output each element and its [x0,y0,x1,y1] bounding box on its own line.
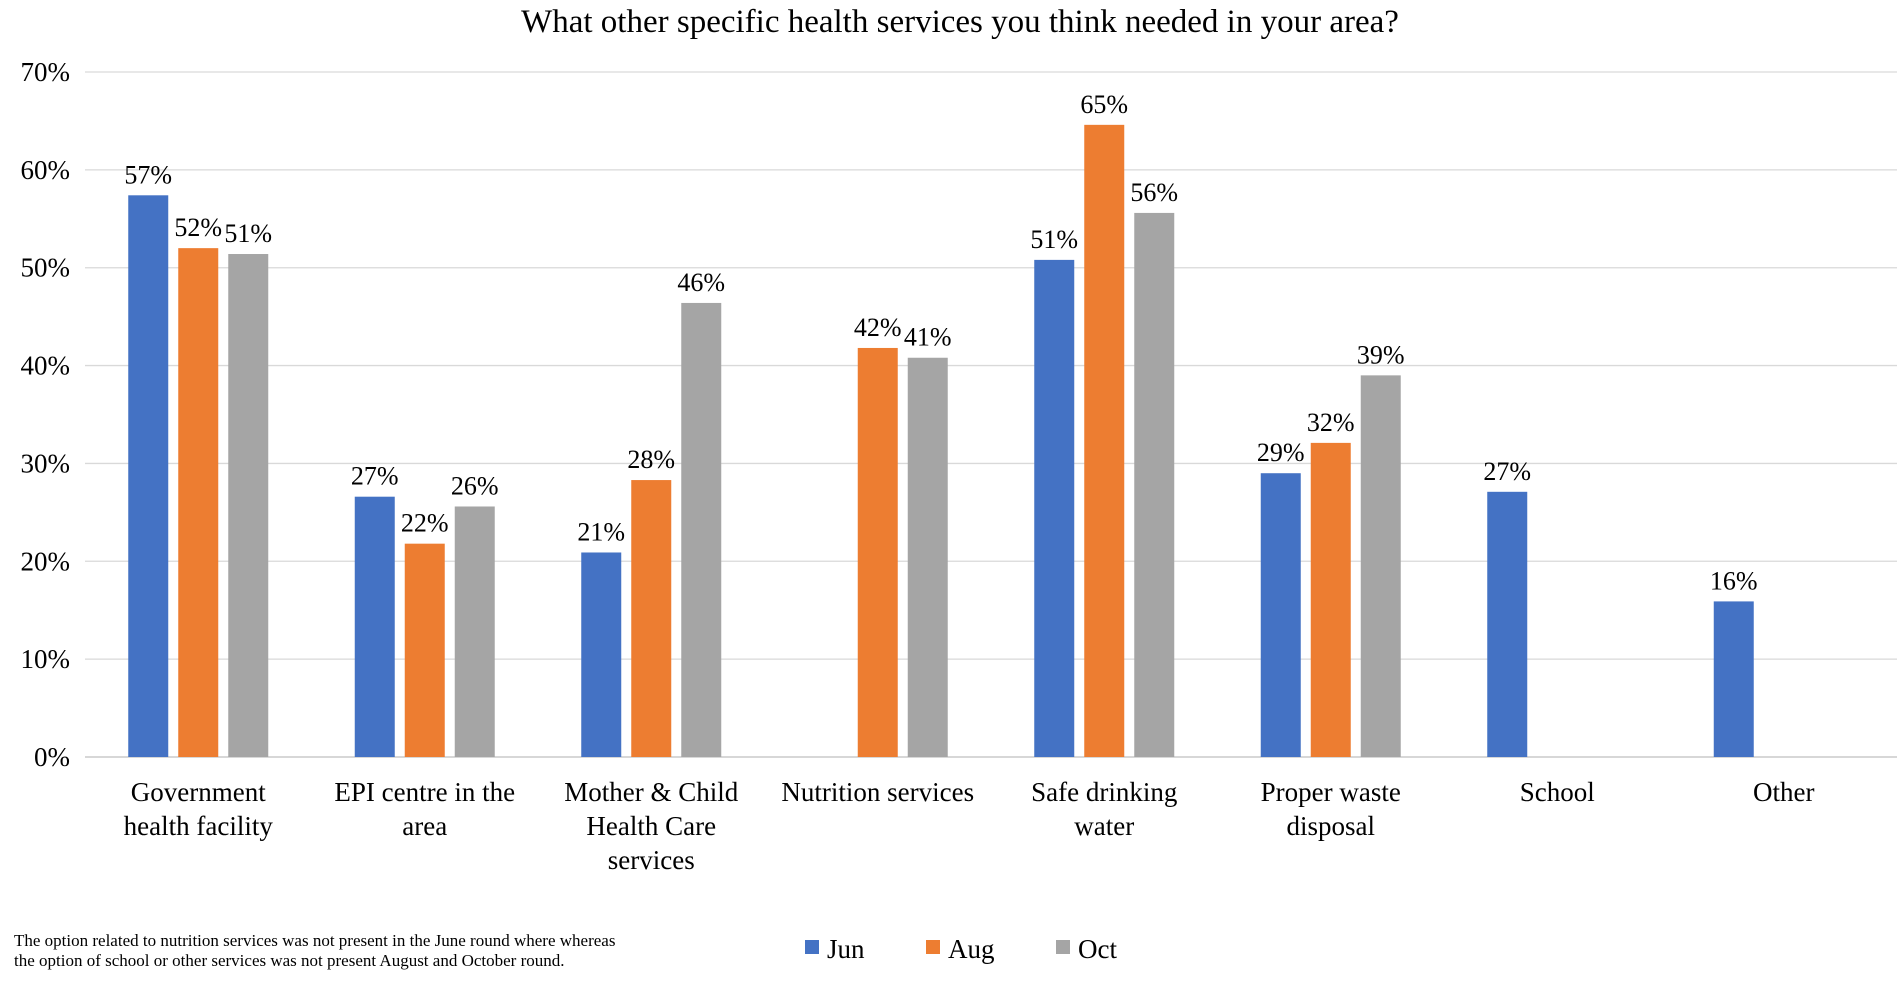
x-tick-label-line: School [1520,777,1595,807]
bar [681,302,722,757]
x-tick-label: Proper waste disposal [1261,777,1401,841]
data-label: 39% [1357,340,1405,369]
footnote-line-2: the option of school or other services w… [14,951,565,970]
bar [128,195,169,758]
bar [1034,259,1075,757]
data-labels: 57%52% 51%27%22%26%21%28%46%42% 41%51%65%5… [124,90,1757,596]
x-tick-label-line: Other [1753,777,1814,807]
x-axis: Government health facility EPI centre in t… [124,777,1815,875]
y-tick-label: 10% [21,644,71,674]
data-label: 41% [904,323,952,352]
x-tick-label-line: EPI centre in the [334,777,515,807]
x-tick-label: Other [1753,777,1814,807]
bar [354,496,395,757]
x-tick-label-line: services [608,845,695,875]
data-label: 16% [1710,566,1758,595]
data-label: 57% [124,160,172,189]
data-label: 27% [1483,457,1531,486]
data-label: 29% [1257,438,1305,467]
bar [1310,442,1351,757]
bars [128,124,1754,758]
legend-swatch [926,940,940,954]
bar [454,506,495,757]
x-tick-label: School [1520,777,1595,807]
data-label: 28% [627,445,675,474]
data-label: 52% [174,213,222,242]
bar [631,480,672,757]
data-label: 32% [1307,408,1355,437]
chart-title: What other specific health services you … [521,4,1399,40]
data-label: 51% [224,219,272,248]
y-tick-label: 20% [21,546,71,576]
bar [1134,212,1175,757]
data-label: 42% [854,313,902,342]
footnote: The option related to nutrition services… [14,931,774,971]
x-tick-label-line: Health Care [586,811,716,841]
x-tick-label: Government health facility [124,777,274,841]
bar [1084,124,1125,758]
bar [581,552,622,757]
legend: Jun Aug Oct [805,934,1117,964]
data-label: 56% [1130,178,1178,207]
legend-swatch [1056,940,1070,954]
data-label: 21% [577,517,625,546]
legend-label: Aug [948,934,995,964]
footnote-line-1: The option related to nutrition services… [14,931,616,950]
bar [228,254,269,757]
x-tick-label-line: health facility [124,811,274,841]
x-tick-label: Safe drinking water [1031,777,1177,841]
x-tick-label-line: Safe drinking [1031,777,1177,807]
x-tick-label-line: Proper waste [1261,777,1401,807]
bar [1260,473,1301,757]
y-axis: 0% 10% 20% 30% 40% 50% 60% 70% [21,57,71,772]
x-tick-label: Mother & Child Health Care services [564,777,738,875]
data-label: 26% [451,471,499,500]
y-tick-label: 40% [21,351,71,381]
bar [178,248,219,757]
x-tick-label-line: disposal [1286,811,1375,841]
bar [857,347,898,757]
y-tick-label: 70% [21,57,71,87]
legend-label: Jun [827,934,865,964]
data-label: 46% [677,268,725,297]
y-tick-label: 50% [21,253,71,283]
x-tick-label-line: area [402,811,447,841]
y-tick-label: 60% [21,155,71,185]
bar [1487,491,1528,757]
bar [907,357,948,757]
x-tick-label: EPI centre in the area [334,777,515,841]
x-tick-label-line: Mother & Child [564,777,738,807]
y-tick-label: 30% [21,448,71,478]
x-tick-label: Nutrition services [781,777,974,807]
legend-swatch [805,940,819,954]
data-label: 27% [351,462,399,491]
legend-label: Oct [1078,934,1117,964]
bar [404,543,445,757]
bar [1713,601,1754,757]
data-label: 65% [1080,90,1128,119]
x-tick-label-line: Nutrition services [781,777,974,807]
data-label: 22% [401,509,449,538]
x-tick-label-line: water [1074,811,1134,841]
x-tick-label-line: Government [131,777,266,807]
data-label: 51% [1030,225,1078,254]
y-tick-label: 0% [34,742,70,772]
bar [1360,375,1401,757]
